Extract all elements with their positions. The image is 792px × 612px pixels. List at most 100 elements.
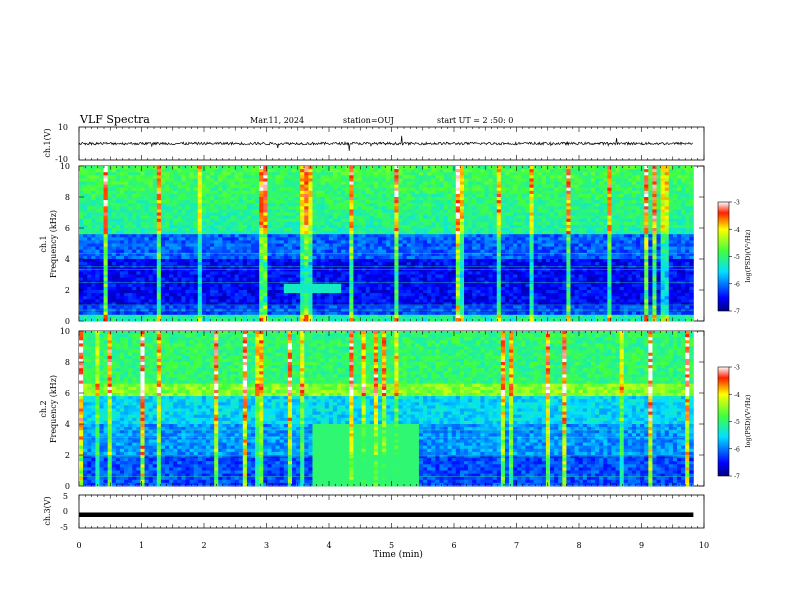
spectrogram-cell bbox=[603, 231, 608, 235]
spectrogram-cell bbox=[390, 184, 395, 189]
spectrogram-cell bbox=[136, 209, 141, 213]
spectrogram-cell bbox=[304, 166, 309, 170]
spectrogram-cell bbox=[369, 231, 375, 235]
spectrogram-cell bbox=[541, 234, 547, 238]
spectrogram-cell bbox=[148, 237, 154, 241]
spectrogram-cell bbox=[210, 203, 215, 207]
spectrogram-cell bbox=[267, 224, 272, 229]
spectrogram-cell bbox=[234, 175, 240, 179]
spectrogram-cell bbox=[566, 262, 571, 266]
spectrogram-cell bbox=[165, 243, 170, 247]
spectrogram-cell bbox=[291, 166, 297, 170]
spectrogram-cell bbox=[300, 193, 305, 198]
spectrogram-cell bbox=[455, 193, 461, 198]
spectrogram-cell bbox=[291, 234, 297, 238]
spectrogram-cell bbox=[275, 187, 281, 192]
spectrogram-cell bbox=[443, 215, 449, 220]
spectrogram-cell bbox=[324, 181, 330, 185]
spectrogram-cell bbox=[140, 203, 145, 207]
spectrogram-cell bbox=[283, 209, 289, 213]
spectrogram-cell bbox=[590, 262, 596, 266]
spectrogram-cell bbox=[115, 237, 121, 241]
spectrogram-cell bbox=[304, 190, 309, 195]
spectrogram-cell bbox=[451, 175, 457, 179]
spectrogram-cell bbox=[353, 218, 358, 223]
spectrogram-cell bbox=[554, 184, 559, 189]
spectrogram-cell bbox=[193, 234, 199, 238]
spectrogram-cell bbox=[570, 221, 575, 226]
spectrogram-cell bbox=[672, 237, 678, 241]
spectrogram-cell bbox=[676, 200, 682, 204]
spectrogram-cell bbox=[513, 206, 518, 210]
spectrogram-cell bbox=[201, 259, 207, 263]
spectrogram-cell bbox=[119, 169, 125, 173]
spectrogram-cell bbox=[525, 169, 530, 173]
spectrogram-cell bbox=[558, 231, 563, 235]
spectrogram-cell bbox=[656, 228, 662, 232]
spectrogram-cell bbox=[341, 224, 346, 229]
spectrogram-cell bbox=[525, 209, 530, 213]
spectrogram-cell bbox=[136, 218, 141, 223]
spectrogram-cell bbox=[435, 209, 440, 213]
spectrogram-cell bbox=[365, 175, 371, 179]
spectrogram-cell bbox=[87, 172, 92, 176]
spectrogram-cell bbox=[668, 166, 674, 170]
spectrogram-cell bbox=[111, 206, 117, 210]
spectrogram-cell bbox=[468, 218, 473, 223]
spectrogram-cell bbox=[140, 193, 145, 198]
spectrogram-cell bbox=[431, 169, 436, 173]
spectrogram-cell bbox=[259, 237, 264, 241]
spectrogram-cell bbox=[459, 172, 465, 176]
spectrogram-cell bbox=[119, 218, 125, 223]
spectrogram-cell bbox=[357, 249, 363, 254]
spectrogram-cell bbox=[644, 221, 649, 226]
spectrogram-cell bbox=[251, 259, 256, 263]
spectrogram-cell bbox=[615, 246, 621, 251]
spectrogram-cell bbox=[222, 203, 227, 207]
spectrogram-cell bbox=[410, 206, 416, 210]
spectrogram-cell bbox=[472, 243, 477, 247]
spectrogram-cell bbox=[582, 259, 588, 263]
spectrogram-cell bbox=[99, 181, 104, 185]
spectrogram-cell bbox=[410, 215, 416, 220]
spectrogram-cell bbox=[95, 206, 100, 210]
spectrogram-cell bbox=[418, 166, 424, 170]
spectrogram-cell bbox=[148, 184, 154, 189]
spectrogram-cell bbox=[296, 243, 301, 247]
spectrogram-cell bbox=[218, 240, 223, 244]
spectrogram-cell bbox=[115, 166, 121, 170]
spectrogram-cell bbox=[365, 224, 371, 229]
spectrogram-cell bbox=[378, 224, 383, 229]
spectrogram-cell bbox=[152, 187, 158, 192]
spectrogram-cell bbox=[611, 215, 616, 220]
spectrogram-cell bbox=[234, 209, 240, 213]
spectrogram-cell bbox=[627, 209, 633, 213]
spectrogram-cell bbox=[136, 175, 141, 179]
spectrogram-cell bbox=[205, 234, 211, 238]
spectrogram-cell bbox=[345, 193, 350, 198]
spectrogram-cell bbox=[533, 240, 539, 244]
spectrogram-cell bbox=[689, 184, 694, 189]
spectrogram-cell bbox=[242, 231, 248, 235]
spectrogram-cell bbox=[492, 212, 498, 216]
spectrogram-cell bbox=[378, 209, 383, 213]
spectrogram-cell bbox=[443, 224, 449, 229]
spectrogram-cell bbox=[427, 240, 432, 244]
spectrogram-cell bbox=[242, 249, 248, 254]
spectrogram-cell bbox=[525, 243, 530, 247]
spectrogram-cell bbox=[205, 231, 211, 235]
spectrogram-cell bbox=[595, 243, 600, 247]
spectrogram-cell bbox=[324, 240, 330, 244]
spectrogram-cell bbox=[537, 172, 543, 176]
spectrogram-cell bbox=[189, 237, 195, 241]
spectrogram-cell bbox=[91, 237, 96, 241]
spectrogram-cell bbox=[525, 228, 530, 232]
spectrogram-cell bbox=[337, 184, 342, 189]
spectrogram-cell bbox=[496, 249, 502, 254]
spectrogram-cell bbox=[246, 231, 252, 235]
spectrogram-cell bbox=[476, 190, 481, 195]
spectrogram-cell bbox=[443, 178, 449, 182]
spectrogram-cell bbox=[603, 262, 608, 266]
spectrogram-cell bbox=[193, 240, 199, 244]
spectrogram-cell bbox=[550, 234, 555, 238]
